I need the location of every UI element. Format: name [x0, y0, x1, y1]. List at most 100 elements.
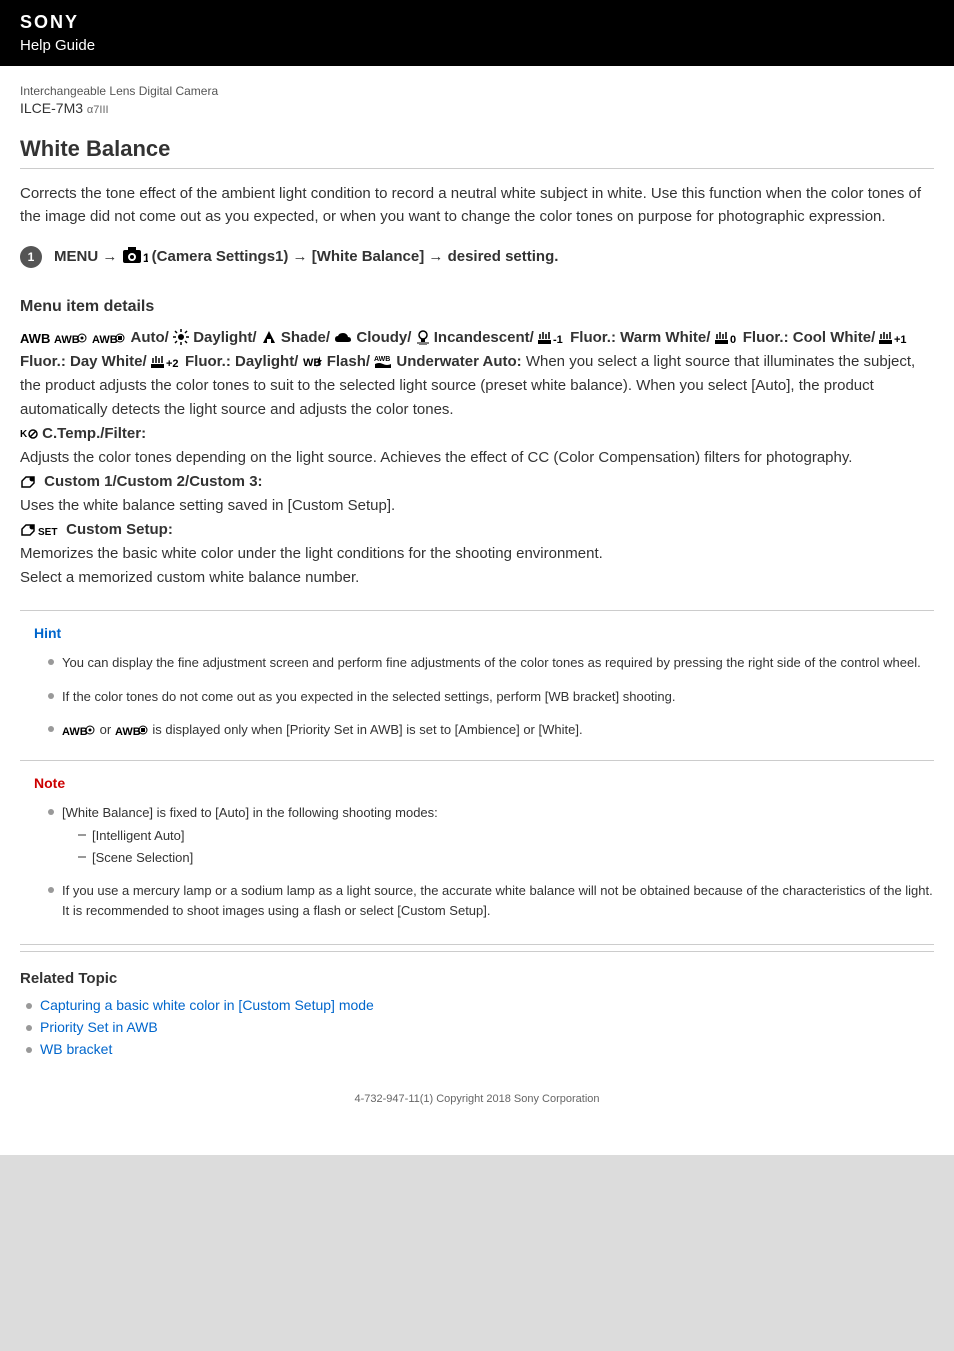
note-item: If you use a mercury lamp or a sodium la… — [48, 881, 934, 920]
note-sub-item: [Scene Selection] — [78, 848, 934, 868]
content-area: Interchangeable Lens Digital Camera ILCE… — [0, 66, 954, 1155]
brand-logo: SONY — [20, 12, 934, 33]
help-guide-label: Help Guide — [20, 37, 934, 54]
related-heading: Related Topic — [20, 970, 934, 987]
footer-copyright: 4-732-947-11(1) Copyright 2018 Sony Corp… — [20, 1063, 934, 1115]
shade-label: Shade/ — [281, 329, 334, 346]
divider — [20, 944, 934, 945]
svg-text:AWB: AWB — [62, 726, 88, 737]
awb-white-icon: AWB — [92, 331, 126, 345]
svg-text:AWB: AWB — [92, 334, 118, 345]
model-sub: α7III — [87, 104, 109, 116]
svg-text:+1: +1 — [894, 334, 907, 345]
hint-item: AWB or AWB is displayed only when [Prior… — [48, 720, 934, 740]
daylight-label: Daylight/ — [193, 329, 261, 346]
awb-icon: AWB — [20, 331, 50, 345]
hint-or: or — [100, 722, 115, 737]
awb-white-icon: AWB — [115, 723, 149, 737]
step-prefix: MENU → — [54, 248, 122, 265]
svg-text:0: 0 — [730, 334, 736, 345]
svg-text:AWB: AWB — [115, 726, 141, 737]
daylight-icon — [173, 329, 189, 345]
related-link[interactable]: Priority Set in AWB — [40, 1019, 158, 1035]
incandescent-icon — [416, 329, 430, 345]
shade-icon — [261, 329, 277, 345]
menu-details-heading: Menu item details — [20, 298, 934, 316]
fluor-daylight-label: Fluor.: Daylight/ — [185, 353, 303, 370]
intro-text: Corrects the tone effect of the ambient … — [20, 183, 934, 228]
page-title: White Balance — [20, 136, 934, 169]
underwater-label: Underwater Auto: — [396, 353, 521, 370]
svg-text:SET: SET — [38, 527, 57, 537]
ctemp-desc: Adjusts the color tones depending on the… — [20, 446, 934, 470]
product-model: ILCE-7M3 α7III — [20, 100, 934, 116]
fluor-warm-label: Fluor.: Warm White/ — [570, 329, 714, 346]
note-item1-text: [White Balance] is fixed to [Auto] in th… — [62, 805, 438, 820]
svg-text:1: 1 — [143, 251, 148, 264]
custom-setup-label: Custom Setup: — [66, 521, 173, 538]
fluor-cool-icon: 0 — [715, 331, 739, 345]
hint-list: You can display the fine adjustment scre… — [20, 653, 934, 740]
product-line: Interchangeable Lens Digital Camera — [20, 84, 934, 98]
hint-item: If the color tones do not come out as yo… — [48, 687, 934, 707]
related-link[interactable]: WB bracket — [40, 1041, 112, 1057]
svg-text:K: K — [20, 429, 28, 440]
flash-label: Flash/ — [327, 353, 375, 370]
step-row: 1 MENU → 1 (Camera Settings1) → [White B… — [20, 246, 934, 268]
note-item: [White Balance] is fixed to [Auto] in th… — [48, 803, 934, 868]
note-title: Note — [20, 775, 934, 791]
camera-settings-icon: 1 — [122, 246, 148, 264]
svg-text:+2: +2 — [166, 358, 179, 369]
custom-row: Custom 1/Custom 2/Custom 3: — [20, 470, 934, 494]
ctemp-label: C.Temp./Filter: — [42, 425, 146, 442]
fluor-cool-label: Fluor.: Cool White/ — [743, 329, 880, 346]
header-bar: SONY Help Guide — [0, 0, 954, 66]
awb-ambience-icon: AWB — [54, 331, 88, 345]
ctemp-icon: K — [20, 427, 38, 441]
ctemp-row: K C.Temp./Filter: — [20, 422, 934, 446]
step-number-badge: 1 — [20, 246, 42, 268]
svg-text:AWB: AWB — [20, 331, 50, 345]
hint-item: You can display the fine adjustment scre… — [48, 653, 934, 673]
model-number: ILCE-7M3 — [20, 100, 83, 116]
note-list: [White Balance] is fixed to [Auto] in th… — [20, 803, 934, 921]
fluor-daywhite-label: Fluor.: Day White/ — [20, 353, 151, 370]
svg-text:AWB: AWB — [374, 356, 390, 363]
custom-setup-icon: SET — [20, 523, 62, 537]
note-sublist: [Intelligent Auto] [Scene Selection] — [62, 826, 934, 867]
underwater-icon: AWB — [374, 355, 392, 369]
custom-icon — [20, 475, 40, 489]
custom-label: Custom 1/Custom 2/Custom 3: — [44, 473, 262, 490]
fluor-daywhite-icon: +1 — [879, 331, 909, 345]
related-link[interactable]: Capturing a basic white color in [Custom… — [40, 997, 374, 1013]
svg-text:AWB: AWB — [54, 334, 80, 345]
divider — [20, 951, 934, 952]
step-settings: (Camera Settings1) → [White Balance] → d… — [152, 248, 559, 265]
hint-title: Hint — [20, 625, 934, 641]
awb-ambience-icon: AWB — [62, 723, 96, 737]
wb-modes-paragraph: AWB AWB AWB Auto/ Daylight/ Shade/ Cloud… — [20, 326, 934, 422]
fluor-warm-icon: -1 — [538, 331, 566, 345]
note-box: Note [White Balance] is fixed to [Auto] … — [20, 760, 934, 921]
related-item: WB bracket — [26, 1041, 934, 1057]
fluor-daylight-icon: +2 — [151, 355, 181, 369]
cloudy-icon — [334, 331, 352, 345]
custom-setup-desc2: Select a memorized custom white balance … — [20, 566, 934, 590]
cloudy-label: Cloudy/ — [356, 329, 415, 346]
related-item: Priority Set in AWB — [26, 1019, 934, 1035]
related-item: Capturing a basic white color in [Custom… — [26, 997, 934, 1013]
custom-desc: Uses the white balance setting saved in … — [20, 494, 934, 518]
note-sub-item: [Intelligent Auto] — [78, 826, 934, 846]
flash-icon: WB — [303, 355, 323, 369]
menu-details-body: AWB AWB AWB Auto/ Daylight/ Shade/ Cloud… — [20, 326, 934, 590]
custom-setup-row: SET Custom Setup: — [20, 518, 934, 542]
auto-label: Auto/ — [131, 329, 174, 346]
svg-text:-1: -1 — [553, 334, 563, 345]
incandescent-label: Incandescent/ — [434, 329, 538, 346]
page-container: SONY Help Guide Interchangeable Lens Dig… — [0, 0, 954, 1155]
hint-item3-suffix: is displayed only when [Priority Set in … — [152, 722, 582, 737]
hint-box: Hint You can display the fine adjustment… — [20, 610, 934, 740]
related-list: Capturing a basic white color in [Custom… — [20, 997, 934, 1057]
step-text: MENU → 1 (Camera Settings1) → [White Bal… — [54, 246, 558, 268]
custom-setup-desc1: Memorizes the basic white color under th… — [20, 542, 934, 566]
